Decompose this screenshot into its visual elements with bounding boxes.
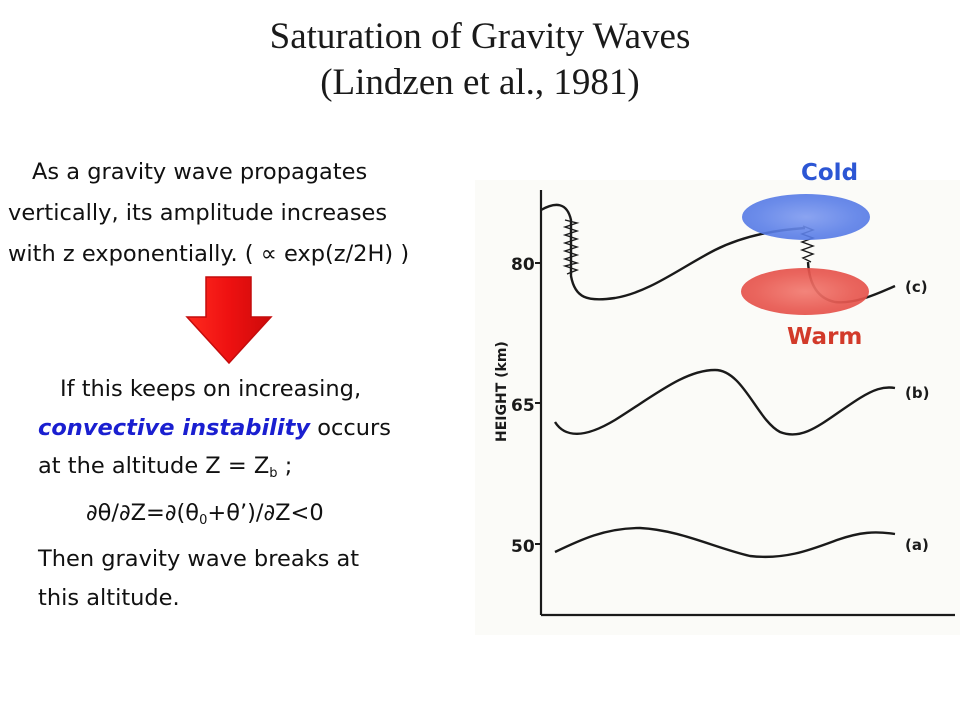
tick-label-50: 50	[511, 537, 535, 557]
intro-line-3: with z exponentially. ( ∝ exp(z/2H) )	[8, 241, 410, 267]
cold-label: Cold	[801, 160, 859, 186]
conclusion-line-2: convective instability occurs	[38, 409, 428, 448]
conclusion-line-1: If this keeps on increasing,	[60, 376, 362, 402]
intro-line-2: vertically, its amplitude increases	[8, 200, 388, 226]
instability-equation: ∂θ/∂Z=∂(θ0+θ’)/∂Z<0	[38, 494, 428, 541]
down-arrow-icon	[185, 276, 273, 365]
curve-label-b: (b)	[905, 384, 929, 402]
gravity-wave-figure: 80 65 50 HEIGHT (km) (c) (b) (a)	[475, 180, 960, 635]
altitude-suffix: ;	[277, 453, 293, 479]
curve-a	[554, 526, 896, 559]
conclusion-line-6: this altitude.	[38, 584, 180, 611]
conclusion-paragraph: If this keeps on increasing, convective …	[38, 370, 428, 617]
conclusion-line-2-rest: occurs	[310, 414, 391, 441]
curve-c	[540, 203, 806, 301]
convective-instability-term: convective instability	[38, 414, 311, 441]
slide-title: Saturation of Gravity Waves (Lindzen et …	[0, 14, 960, 106]
breaking-zone-1	[562, 219, 580, 275]
altitude-subscript: b	[269, 466, 278, 481]
y-axis-label: HEIGHT (km)	[494, 341, 510, 442]
tick-label-65: 65	[511, 396, 535, 416]
equation-pre: ∂θ/∂Z=∂(θ	[86, 499, 200, 526]
equation-post: +θ’)/∂Z<0	[207, 499, 324, 526]
title-line-1: Saturation of Gravity Waves	[269, 16, 691, 57]
intro-line-1: As a gravity wave propagates	[32, 159, 368, 185]
tick-label-80: 80	[511, 255, 535, 275]
altitude-text: at the altitude Z = Z	[38, 453, 270, 479]
warm-label: Warm	[787, 324, 863, 350]
warm-region-ellipse	[741, 268, 869, 315]
conclusion-line-5: Then gravity wave breaks at	[38, 546, 360, 572]
equation-subscript: 0	[199, 512, 208, 528]
curve-label-c: (c)	[905, 278, 928, 296]
intro-paragraph: As a gravity wave propagates vertically,…	[8, 152, 478, 275]
cold-region-ellipse	[742, 194, 870, 240]
curve-b	[553, 368, 896, 436]
title-line-2: (Lindzen et al., 1981)	[320, 62, 640, 103]
conclusion-line-3: at the altitude Z = Zb ;	[38, 447, 428, 494]
curve-label-a: (a)	[905, 536, 929, 554]
